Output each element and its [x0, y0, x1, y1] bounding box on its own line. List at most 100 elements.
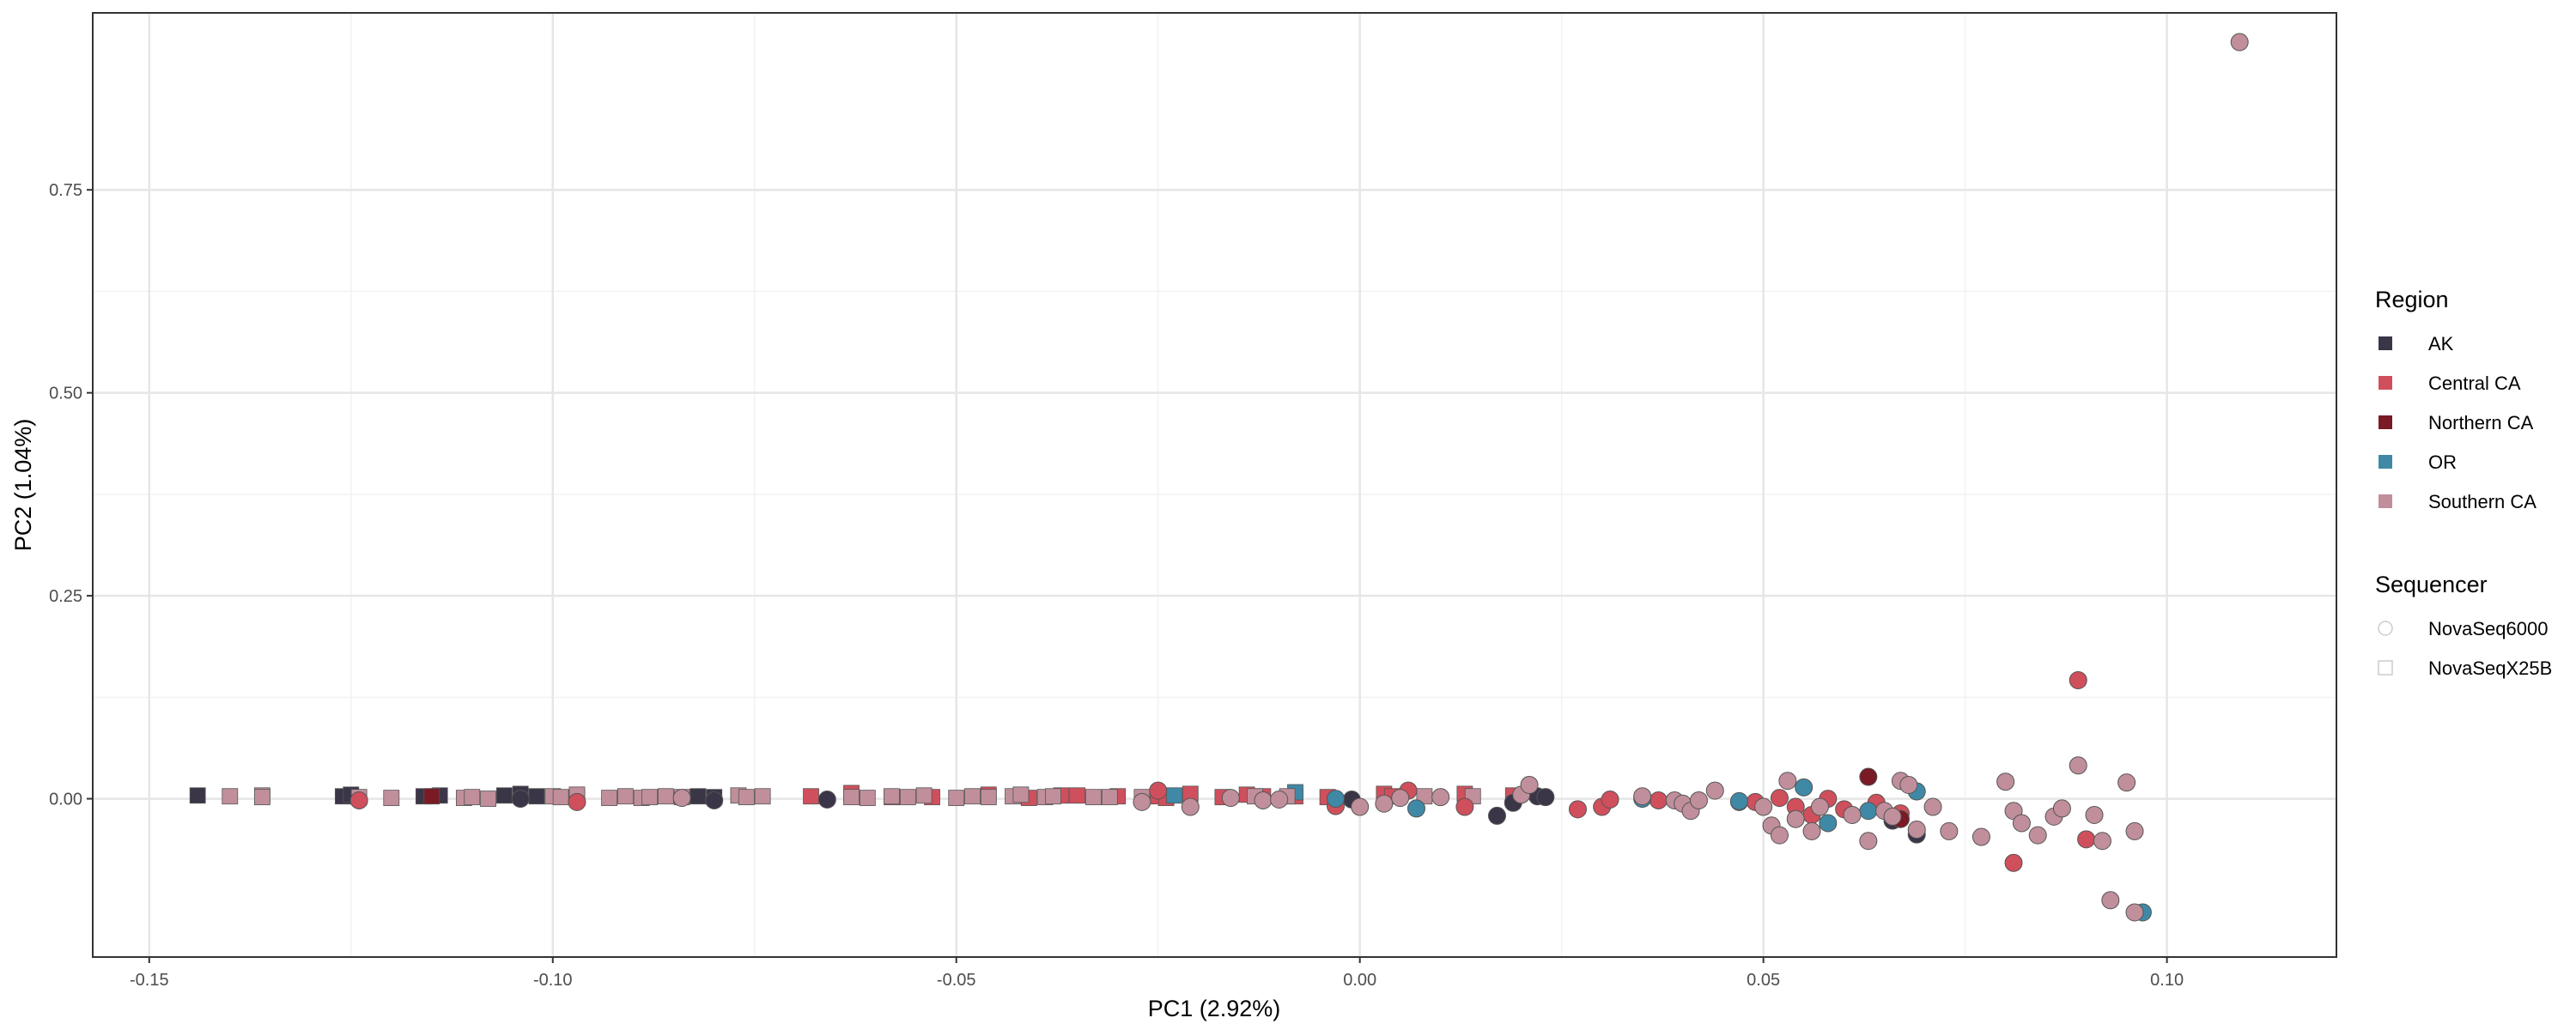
- data-point-circle: [2230, 33, 2249, 52]
- region-legend-label: Southern CA: [2428, 491, 2537, 512]
- data-point-square: [738, 789, 755, 806]
- data-point-circle: [1899, 775, 1918, 794]
- data-point-circle: [1859, 802, 1878, 821]
- sequencer-legend-title: Sequencer: [2375, 572, 2488, 597]
- data-point-circle: [1149, 781, 1168, 800]
- data-point-circle: [1907, 821, 1926, 839]
- data-point-circle: [1601, 791, 1619, 809]
- data-point-circle: [1689, 791, 1708, 809]
- y-tick-label: 0.00: [49, 791, 82, 809]
- region-legend-label: OR: [2428, 451, 2457, 473]
- region-legend-swatch: [2379, 494, 2392, 508]
- data-point-square: [423, 788, 440, 805]
- data-point-circle: [1770, 826, 1789, 845]
- data-point-circle: [1802, 821, 1821, 840]
- data-point-circle: [2093, 832, 2111, 851]
- data-point-square: [657, 788, 674, 805]
- sequencer-legend-label: NovaSeq6000: [2428, 618, 2548, 639]
- data-point-circle: [1971, 827, 1990, 846]
- data-point-circle: [1859, 767, 1878, 786]
- data-point-circle: [568, 792, 586, 811]
- data-point-square: [754, 788, 771, 805]
- x-tick-label: -0.05: [937, 971, 976, 990]
- region-legend-swatch: [2379, 415, 2392, 429]
- data-point-square: [964, 788, 981, 805]
- data-point-square: [843, 789, 860, 806]
- data-point-square: [480, 791, 496, 807]
- data-point-circle: [1536, 788, 1555, 807]
- data-point-circle: [1133, 792, 1151, 811]
- data-point-square: [253, 789, 270, 806]
- data-point-circle: [1923, 797, 1942, 816]
- data-point-circle: [1326, 790, 1345, 809]
- data-point-circle: [2117, 773, 2136, 792]
- data-point-circle: [1406, 799, 1425, 818]
- data-point-circle: [1487, 806, 1506, 825]
- x-tick-label: 0.05: [1747, 971, 1780, 990]
- data-point-square: [495, 787, 513, 804]
- region-legend-title: Region: [2375, 287, 2449, 312]
- data-point-circle: [2077, 830, 2096, 849]
- data-point-circle: [2004, 853, 2023, 872]
- data-point-square: [1069, 787, 1086, 804]
- data-point-circle: [1843, 805, 1862, 824]
- data-point-circle: [817, 791, 836, 809]
- data-point-circle: [349, 791, 368, 809]
- region-legend-label: AK: [2428, 333, 2454, 354]
- region-legend-swatch: [2379, 455, 2392, 469]
- data-point-circle: [1568, 800, 1587, 819]
- data-point-circle: [672, 789, 691, 808]
- data-points: [189, 33, 2249, 922]
- data-point-square: [383, 790, 400, 807]
- data-point-square: [464, 789, 481, 806]
- data-point-circle: [2101, 891, 2120, 910]
- data-point-square: [803, 788, 819, 805]
- data-point-square: [859, 790, 876, 807]
- data-point-square: [617, 788, 634, 805]
- data-point-circle: [1810, 797, 1829, 816]
- data-point-square: [552, 789, 569, 806]
- grid-lines: [93, 13, 2336, 957]
- y-tick-label: 0.50: [49, 385, 82, 403]
- data-point-circle: [1819, 814, 1838, 833]
- data-point-circle: [1729, 791, 1748, 810]
- data-point-square: [884, 788, 900, 805]
- data-point-circle: [1351, 797, 1370, 816]
- region-legend-swatch: [2379, 336, 2392, 350]
- region-legend-label: Central CA: [2428, 373, 2521, 394]
- data-point-circle: [511, 790, 530, 809]
- data-point-square: [1085, 789, 1102, 806]
- data-point-circle: [1375, 794, 1394, 813]
- data-point-square: [601, 790, 617, 807]
- data-point-circle: [1770, 789, 1789, 808]
- data-point-circle: [1786, 809, 1805, 828]
- data-point-square: [690, 788, 707, 805]
- x-tick-label: 0.00: [1343, 971, 1376, 990]
- data-point-square: [1101, 789, 1118, 806]
- x-tick-label: 0.10: [2150, 971, 2184, 990]
- data-point-circle: [1520, 775, 1539, 794]
- legend-area: Region AK Central CA Northern CA OR Southern …: [2375, 287, 2552, 679]
- y-tick-label: 0.25: [49, 587, 82, 606]
- data-point-circle: [2069, 670, 2087, 689]
- data-point-circle: [1859, 832, 1878, 851]
- data-point-circle: [2012, 814, 2031, 833]
- data-point-circle: [2069, 756, 2087, 775]
- data-point-circle: [1795, 778, 1814, 797]
- plot-panel-border: [92, 12, 2337, 958]
- data-point-square: [1045, 788, 1061, 805]
- data-point-circle: [2125, 903, 2144, 922]
- data-point-circle: [2028, 826, 2047, 845]
- data-point-square: [528, 788, 545, 805]
- data-point-circle: [1705, 781, 1724, 800]
- data-point-circle: [705, 791, 724, 809]
- sequencer-legend-circle-icon: [2378, 621, 2393, 636]
- data-point-circle: [1778, 772, 1797, 791]
- data-point-circle: [2125, 821, 2144, 840]
- data-point-circle: [1455, 797, 1474, 816]
- x-axis-ticks: -0.15 -0.10 -0.05 0.00 0.05 0.10: [130, 957, 2184, 990]
- data-point-circle: [1270, 791, 1289, 809]
- data-point-square: [222, 788, 239, 805]
- x-tick-label: -0.10: [533, 971, 573, 990]
